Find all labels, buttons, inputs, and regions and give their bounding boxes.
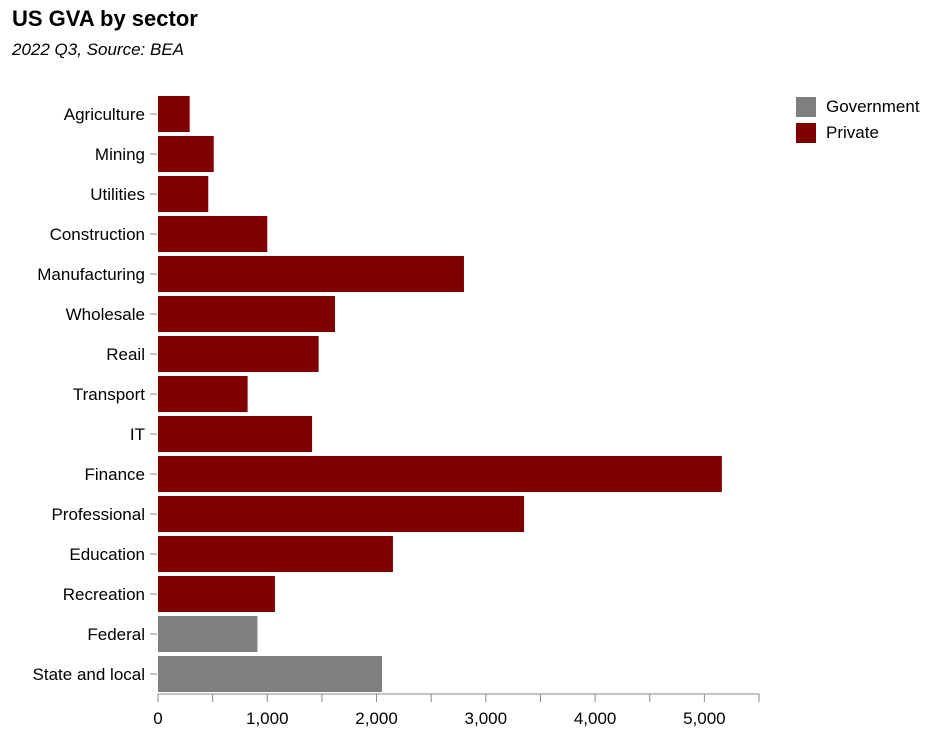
- legend-item-private: Private: [796, 120, 920, 146]
- y-tick-label: Federal: [87, 625, 145, 644]
- bar-it: [158, 416, 313, 452]
- bar-construction: [158, 216, 268, 252]
- y-tick-label: Education: [69, 545, 145, 564]
- y-tick-label: IT: [130, 425, 145, 444]
- bar-finance: [158, 456, 722, 492]
- chart-subtitle: 2022 Q3, Source: BEA: [12, 40, 184, 59]
- y-tick-label: Wholesale: [66, 305, 145, 324]
- x-tick-label: 3,000: [465, 709, 508, 728]
- x-tick-label: 4,000: [574, 709, 617, 728]
- bar-mining: [158, 136, 214, 172]
- bar-transport: [158, 376, 248, 412]
- legend-label-government: Government: [826, 97, 920, 116]
- y-tick-label: Construction: [50, 225, 145, 244]
- legend-item-government: Government: [796, 94, 920, 120]
- bar-wholesale: [158, 296, 336, 332]
- bar-agriculture: [158, 96, 190, 132]
- y-tick-label: Reail: [106, 345, 145, 364]
- bar-federal: [158, 616, 258, 652]
- y-tick-label: Mining: [95, 145, 145, 164]
- legend-swatch-government: [796, 97, 816, 117]
- x-tick-label: 5,000: [683, 709, 726, 728]
- bar-state-and-local: [158, 656, 383, 692]
- y-tick-label: Manufacturing: [37, 265, 145, 284]
- bar-recreation: [158, 576, 275, 612]
- y-tick-label: State and local: [33, 665, 145, 684]
- bar-utilities: [158, 176, 209, 212]
- chart-title: US GVA by sector: [12, 6, 198, 31]
- y-tick-label: Finance: [85, 465, 145, 484]
- y-tick-label: Agriculture: [64, 105, 145, 124]
- x-tick-label: 0: [153, 709, 162, 728]
- x-tick-label: 2,000: [355, 709, 398, 728]
- y-tick-label: Recreation: [63, 585, 145, 604]
- y-tick-label: Utilities: [90, 185, 145, 204]
- legend-swatch-private: [796, 123, 816, 143]
- y-tick-label: Professional: [51, 505, 145, 524]
- y-tick-label: Transport: [73, 385, 145, 404]
- bar-reail: [158, 336, 319, 372]
- x-tick-label: 1,000: [246, 709, 289, 728]
- legend: Government Private: [796, 94, 920, 146]
- legend-label-private: Private: [826, 123, 879, 142]
- bar-education: [158, 536, 393, 572]
- bar-professional: [158, 496, 525, 532]
- bar-manufacturing: [158, 256, 464, 292]
